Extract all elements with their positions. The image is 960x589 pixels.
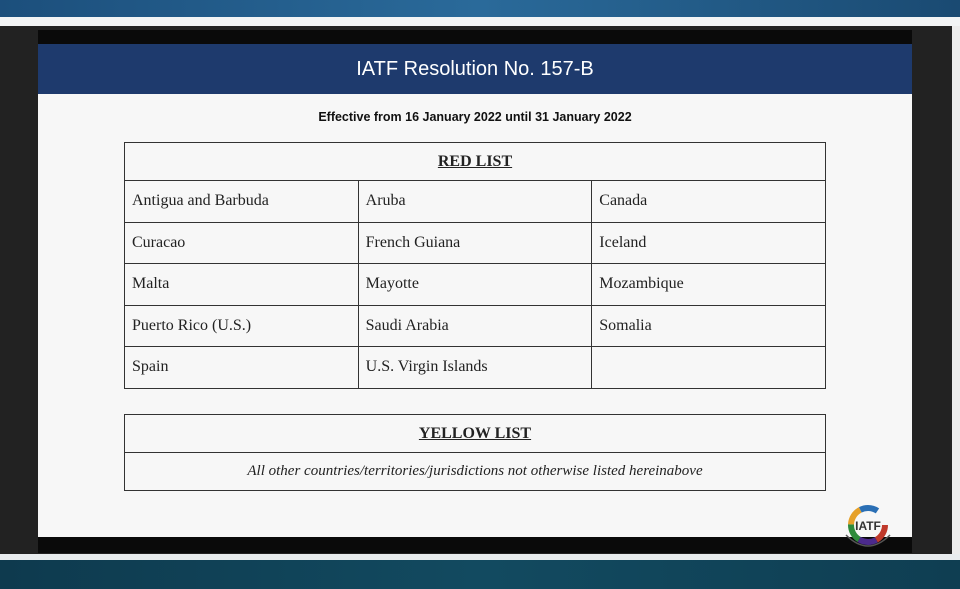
yellow-list-table: YELLOW LIST All other countries/territor… [124, 414, 826, 491]
country-cell: Mozambique [591, 263, 826, 306]
yellow-list-heading: YELLOW LIST [124, 414, 826, 453]
table-row: Curacao French Guiana Iceland [124, 221, 826, 264]
country-cell: Iceland [591, 221, 826, 264]
country-cell: U.S. Virgin Islands [357, 346, 593, 389]
country-cell: Antigua and Barbuda [124, 180, 359, 223]
country-cell: Canada [591, 180, 826, 223]
slide-title: IATF Resolution No. 157-B [38, 44, 912, 94]
country-cell [591, 346, 826, 389]
divider [0, 17, 960, 26]
table-row: Puerto Rico (U.S.) Saudi Arabia Somalia [124, 304, 826, 347]
country-cell: Saudi Arabia [357, 304, 593, 347]
table-row: Malta Mayotte Mozambique [124, 263, 826, 306]
yellow-list-text: All other countries/territories/jurisdic… [124, 452, 826, 491]
table-row: Spain U.S. Virgin Islands [124, 346, 826, 389]
divider [0, 554, 960, 560]
iatf-logo: IATF [845, 505, 891, 547]
slide-body: Effective from 16 January 2022 until 31 … [38, 94, 912, 547]
frame-edge [952, 26, 960, 558]
country-cell: French Guiana [357, 221, 593, 264]
video-bottom-band [0, 560, 960, 589]
country-cell: Puerto Rico (U.S.) [124, 304, 359, 347]
country-cell: Spain [124, 346, 359, 389]
country-cell: Curacao [124, 221, 359, 264]
country-cell: Malta [124, 263, 359, 306]
slide: IATF Resolution No. 157-B Effective from… [38, 30, 912, 553]
red-list-table: RED LIST Antigua and Barbuda Aruba Canada C… [124, 142, 826, 389]
table-row: Antigua and Barbuda Aruba Canada [124, 180, 826, 223]
country-cell: Mayotte [357, 263, 593, 306]
video-top-band [0, 0, 960, 17]
red-list-heading: RED LIST [124, 142, 826, 181]
country-cell: Somalia [591, 304, 826, 347]
effective-dates: Effective from 16 January 2022 until 31 … [318, 110, 632, 124]
svg-text:IATF: IATF [855, 519, 881, 533]
country-cell: Aruba [357, 180, 593, 223]
